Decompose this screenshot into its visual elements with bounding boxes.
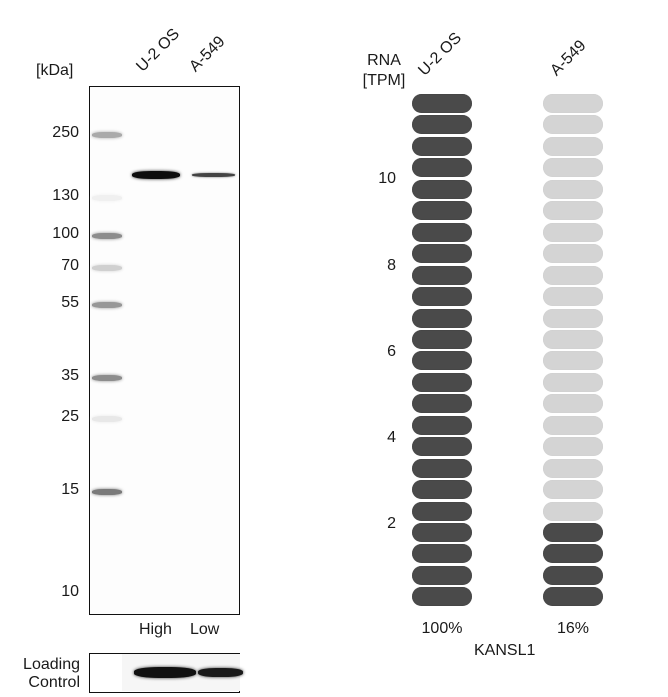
rna-segment [543,351,603,371]
rna-segment [412,201,472,221]
tpm-tick-label: 4 [387,429,396,446]
rna-segment [543,179,603,199]
rna-percent-u2os: 100% [421,620,463,637]
rna-segment [412,351,472,371]
band-a549-low [192,173,235,177]
gene-name: KANSL1 [474,642,536,659]
rna-segment [543,480,603,500]
rna-segment [412,501,472,521]
tpm-tick-label: 2 [387,515,396,532]
rna-segment [543,544,603,564]
rna-segment [412,544,472,564]
loading-control-blot [89,653,243,693]
ladder-band [92,375,122,381]
rna-segment [543,329,603,349]
tpm-tick-label: 8 [387,257,396,274]
kda-tick-label: 130 [52,187,79,204]
western-blot-membrane [89,86,240,615]
rna-segment [543,523,603,542]
rna-segment [543,158,603,178]
rna-axis-label-line2: [TPM] [362,72,406,89]
loading-control-label-line2: Control [28,674,80,691]
rna-segment [543,501,603,521]
rna-column-label-u2os: U-2 OS [415,29,466,80]
rna-segment [412,179,472,199]
band-u2os-high [132,171,180,179]
kda-tick-label: 35 [61,367,79,384]
ladder-band [92,265,122,271]
rna-segment [543,394,603,414]
ladder-band [92,195,122,201]
kda-tick-label: 70 [61,257,79,274]
rna-segment [543,437,603,457]
rna-segment [543,372,603,392]
rna-segment [412,287,472,307]
rna-segment [412,158,472,178]
loading-band-u2os [134,667,196,678]
lane-level-high: High [139,621,172,638]
rna-axis-label-line1: RNA [367,52,401,69]
kda-tick-label: 100 [52,225,79,242]
rna-segment [412,329,472,349]
tpm-tick-label: 10 [378,170,396,187]
rna-segment [412,394,472,414]
kda-tick-label: 10 [61,583,79,600]
rna-segment [412,437,472,457]
rna-segment [412,480,472,500]
wb-lane-label-a549: A-549 [186,33,229,76]
lane-level-low: Low [190,621,220,638]
rna-segment [412,458,472,478]
rna-segment [412,587,472,607]
rna-segment [412,222,472,242]
rna-segment [412,308,472,328]
rna-segment [412,115,472,135]
rna-segment [412,265,472,285]
rna-segment [543,458,603,478]
rna-segment [543,265,603,285]
rna-segment [543,308,603,328]
rna-segment [543,222,603,242]
rna-segment [543,201,603,221]
rna-segment [543,136,603,156]
rna-segment [412,372,472,392]
kda-tick-label: 25 [61,408,79,425]
rna-segment [412,136,472,156]
rna-segment [412,565,472,585]
loading-control-label-line1: Loading [23,656,80,673]
rna-segment [543,415,603,435]
rna-segment [543,94,603,113]
rna-percent-a549: 16% [556,620,590,637]
rna-segment [412,94,472,113]
kda-tick-label: 250 [52,124,79,141]
rna-segment [412,244,472,264]
ladder-band [92,489,122,495]
rna-column-label-a549: A-549 [547,37,590,80]
kda-tick-label: 55 [61,294,79,311]
ladder-band [92,233,122,239]
kda-unit-label: [kDa] [36,62,74,79]
rna-segment [543,565,603,585]
rna-segment [543,587,603,607]
ladder-band [92,416,122,422]
tpm-tick-label: 6 [387,343,396,360]
ladder-band [92,302,122,308]
rna-segment [543,287,603,307]
rna-segment [543,244,603,264]
rna-segment [412,415,472,435]
kda-tick-label: 15 [61,481,79,498]
loading-band-a549 [198,668,243,677]
rna-segment [543,115,603,135]
wb-lane-label-u2os: U-2 OS [133,25,184,76]
ladder-band [92,132,122,138]
rna-segment [412,523,472,542]
